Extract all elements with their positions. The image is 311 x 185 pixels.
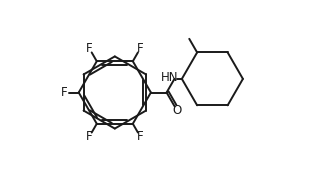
- Text: F: F: [137, 130, 143, 143]
- Text: F: F: [61, 86, 68, 99]
- Text: F: F: [86, 130, 93, 143]
- Text: F: F: [137, 42, 143, 56]
- Text: O: O: [172, 104, 181, 117]
- Text: F: F: [86, 42, 93, 56]
- Text: HN: HN: [160, 71, 178, 85]
